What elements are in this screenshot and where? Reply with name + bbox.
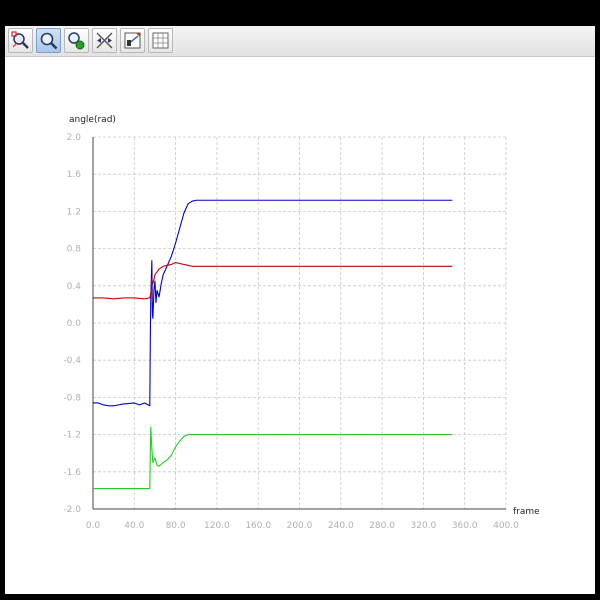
x-tick-label: 120.0 xyxy=(204,521,230,531)
x-axis-label: frame xyxy=(513,507,540,517)
pan-icon xyxy=(68,32,85,50)
y-tick-label: 1.2 xyxy=(67,207,81,217)
grid-button[interactable] xyxy=(148,28,173,53)
x-tick-label: 40.0 xyxy=(124,521,144,531)
x-tick-label: 240.0 xyxy=(328,521,354,531)
grid-lines xyxy=(93,136,507,509)
y-tick-label: 0.8 xyxy=(67,245,82,255)
y-tick-label: 1.6 xyxy=(67,170,82,180)
chart-toolbar xyxy=(5,26,595,57)
x-tick-label: 400.0 xyxy=(493,521,519,531)
zoom-button[interactable] xyxy=(36,28,61,53)
y-tick-label: 0.4 xyxy=(67,282,82,292)
y-tick-label: -1.6 xyxy=(63,468,81,478)
series-lines xyxy=(93,199,453,490)
fit-axes-button[interactable] xyxy=(92,28,117,53)
y-axis-label: angle(rad) xyxy=(69,115,116,125)
edit-chart-icon xyxy=(124,32,141,49)
x-tick-label: 280.0 xyxy=(369,521,395,531)
x-tick-label: 160.0 xyxy=(245,521,271,531)
pan-button[interactable] xyxy=(64,28,89,53)
y-tick-label: -0.4 xyxy=(63,356,81,366)
x-tick-label: 0.0 xyxy=(86,521,101,531)
y-tick-label: -0.8 xyxy=(63,393,81,403)
edit-chart-button[interactable] xyxy=(120,28,145,53)
series-line-2 xyxy=(93,262,453,300)
x-tick-label: 80.0 xyxy=(166,521,186,531)
fit-axes-icon xyxy=(96,32,113,49)
x-tick-label: 320.0 xyxy=(411,521,437,531)
y-tick-label: 2.0 xyxy=(67,133,82,143)
y-tick-label: -1.2 xyxy=(63,431,81,441)
y-tick-label: 0.0 xyxy=(67,319,82,329)
x-tick-label: 360.0 xyxy=(452,521,478,531)
grid-icon xyxy=(152,32,169,49)
chart-window: 0.0 40.0 80.0 120.0 160.0 200.0 240.0 280.0 320.… xyxy=(5,26,595,594)
y-tick-label: -2.0 xyxy=(63,505,81,515)
zoom-box-button[interactable] xyxy=(8,28,33,53)
x-tick-label: 200.0 xyxy=(287,521,313,531)
line-chart[interactable]: 0.0 40.0 80.0 120.0 160.0 200.0 240.0 280.0 320.… xyxy=(5,56,595,594)
axes xyxy=(92,137,506,510)
magnifier-icon xyxy=(40,32,58,50)
tick-labels: 0.0 40.0 80.0 120.0 160.0 200.0 240.0 280.0 320.… xyxy=(63,133,519,531)
zoom-box-icon xyxy=(11,31,29,49)
series-line-1 xyxy=(93,199,453,407)
chart-canvas[interactable]: 0.0 40.0 80.0 120.0 160.0 200.0 240.0 280.0 320.… xyxy=(5,56,595,594)
series-line-3 xyxy=(93,426,453,490)
